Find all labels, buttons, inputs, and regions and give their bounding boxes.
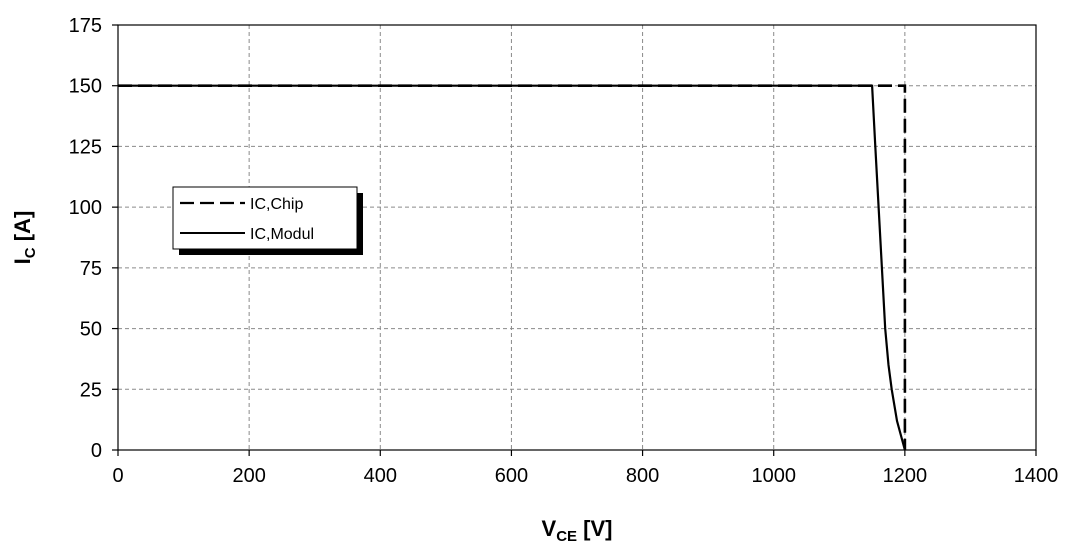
y-tick-label: 100 (69, 197, 102, 219)
y-tick-label: 175 (69, 15, 102, 37)
y-tick-label: 25 (80, 379, 102, 401)
y-axis-ticks: 0 25 50 75 100 125 150 175 (69, 15, 118, 462)
x-axis-label-sub: CE (556, 528, 577, 545)
series-layer (118, 84, 907, 451)
x-tick-label: 600 (495, 465, 528, 487)
legend: IC,Chip IC,Modul (172, 186, 363, 255)
x-axis-ticks: 0 200 400 600 800 1000 1200 1400 (112, 450, 1058, 487)
legend-label-chip: IC,Chip (250, 196, 303, 213)
y-tick-label: 75 (80, 258, 102, 280)
x-axis-label: VCE [V] (542, 516, 613, 545)
y-axis-label: IC [A] (10, 211, 39, 265)
x-tick-label: 200 (232, 465, 265, 487)
y-axis-label-unit: [A] (10, 211, 35, 248)
legend-label-modul: IC,Modul (250, 226, 314, 243)
y-tick-label: 125 (69, 136, 102, 158)
y-tick-label: 0 (91, 440, 102, 462)
x-tick-label: 1000 (751, 465, 796, 487)
plot-area-frame (117, 24, 1037, 451)
y-axis-label-sub: C (22, 247, 39, 258)
x-tick-label: 400 (364, 465, 397, 487)
y-tick-label: 50 (80, 319, 102, 341)
grid (118, 25, 1036, 450)
x-tick-label: 800 (626, 465, 659, 487)
y-axis-label-main: I (10, 258, 35, 264)
x-tick-label: 0 (112, 465, 123, 487)
x-tick-label: 1400 (1014, 465, 1059, 487)
x-tick-label: 1200 (883, 465, 928, 487)
series-line-1 (118, 84, 906, 451)
y-tick-label: 150 (69, 76, 102, 98)
legend-box (172, 186, 358, 250)
x-axis-label-unit: [V] (577, 516, 612, 541)
x-axis-label-main: V (542, 516, 557, 541)
